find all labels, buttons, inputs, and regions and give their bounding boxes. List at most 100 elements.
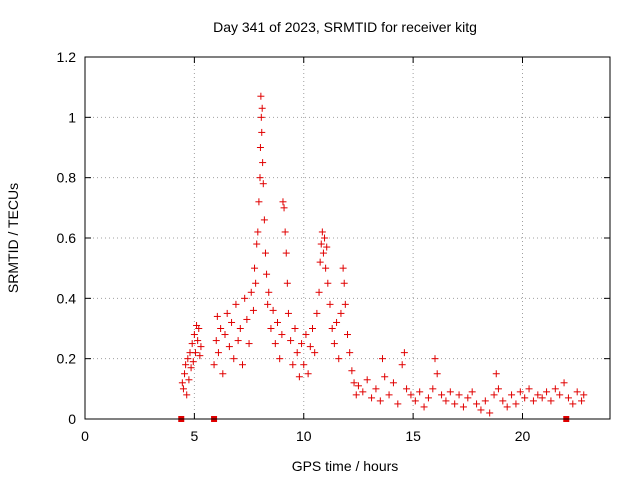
data-point xyxy=(259,159,267,167)
data-point xyxy=(210,361,218,369)
data-point xyxy=(241,294,249,302)
data-point xyxy=(352,391,360,399)
y-axis-label: SRMTID / TECUs xyxy=(5,183,21,293)
data-point xyxy=(181,370,189,378)
data-point xyxy=(398,361,406,369)
data-point xyxy=(564,394,572,402)
data-point xyxy=(429,385,437,393)
data-point xyxy=(400,349,408,357)
data-point xyxy=(213,312,221,320)
data-point xyxy=(239,361,246,369)
data-point xyxy=(348,367,356,375)
data-point xyxy=(256,144,264,151)
data-point xyxy=(271,340,279,348)
data-point xyxy=(257,113,265,121)
data-point xyxy=(340,279,348,287)
data-point xyxy=(525,385,533,393)
data-point xyxy=(309,325,316,332)
data-point xyxy=(279,198,287,206)
data-point xyxy=(350,379,358,387)
data-point xyxy=(323,243,331,251)
data-point xyxy=(459,403,467,411)
data-point xyxy=(278,331,286,339)
data-point xyxy=(214,349,222,357)
data-point xyxy=(416,388,424,396)
data-point xyxy=(556,391,564,399)
data-points xyxy=(178,92,588,422)
data-point xyxy=(212,337,220,345)
data-point xyxy=(492,370,500,378)
data-point xyxy=(217,325,225,332)
data-point xyxy=(280,204,288,212)
data-point xyxy=(187,364,195,372)
data-point xyxy=(446,388,454,396)
data-point xyxy=(189,358,197,366)
data-point xyxy=(346,349,354,357)
data-point xyxy=(431,355,439,363)
data-point xyxy=(333,318,341,326)
data-point xyxy=(403,385,411,393)
data-point xyxy=(306,343,314,351)
data-point xyxy=(251,264,259,272)
data-point xyxy=(315,288,323,296)
data-point xyxy=(196,352,204,360)
x-tick-label: 10 xyxy=(296,428,312,444)
data-point xyxy=(534,391,542,399)
data-point xyxy=(284,309,292,317)
data-point xyxy=(529,397,537,405)
data-point xyxy=(185,376,193,384)
data-point xyxy=(269,306,277,314)
data-point xyxy=(433,370,441,378)
data-point xyxy=(267,325,275,332)
y-tick-label: 0.6 xyxy=(57,230,77,246)
data-point xyxy=(265,288,273,296)
data-point xyxy=(274,318,281,326)
data-point xyxy=(580,391,588,399)
data-point xyxy=(560,379,568,387)
data-point xyxy=(300,361,308,369)
data-point xyxy=(258,104,266,112)
data-point xyxy=(442,397,450,405)
data-point xyxy=(363,376,371,384)
data-point xyxy=(197,343,205,351)
data-point xyxy=(230,355,238,363)
data-point xyxy=(249,306,257,314)
data-point xyxy=(438,391,446,399)
data-point xyxy=(477,406,485,414)
data-point xyxy=(264,300,272,308)
data-point xyxy=(253,240,261,248)
data-point xyxy=(282,249,290,257)
data-point xyxy=(225,343,233,351)
data-point xyxy=(304,370,312,378)
data-point xyxy=(372,385,380,393)
data-point xyxy=(234,337,242,345)
data-point xyxy=(179,385,187,393)
data-point xyxy=(190,331,198,339)
data-point xyxy=(521,394,529,402)
data-point xyxy=(547,397,555,405)
data-point xyxy=(188,340,196,348)
data-point xyxy=(389,379,397,387)
data-point xyxy=(228,318,236,326)
axis-ticks: 0 0.2 0.4 0.6 0.8 1 1.2 0 5 10 15 20 xyxy=(57,49,610,444)
data-point xyxy=(276,355,284,363)
data-point xyxy=(516,388,524,396)
x-tick-label: 0 xyxy=(81,428,89,444)
data-point xyxy=(313,309,321,317)
data-point xyxy=(317,240,325,248)
data-point xyxy=(247,288,255,296)
data-point xyxy=(254,228,262,236)
x-tick-label: 5 xyxy=(190,428,198,444)
data-point xyxy=(538,394,546,402)
x-tick-label: 20 xyxy=(515,428,531,444)
data-point xyxy=(451,400,459,408)
data-point xyxy=(376,397,384,405)
data-point xyxy=(293,349,301,357)
data-point xyxy=(326,300,334,308)
data-point xyxy=(339,264,347,272)
data-point xyxy=(473,400,481,408)
y-tick-label: 0.8 xyxy=(57,170,77,186)
data-point xyxy=(337,309,345,317)
data-point xyxy=(257,92,265,100)
